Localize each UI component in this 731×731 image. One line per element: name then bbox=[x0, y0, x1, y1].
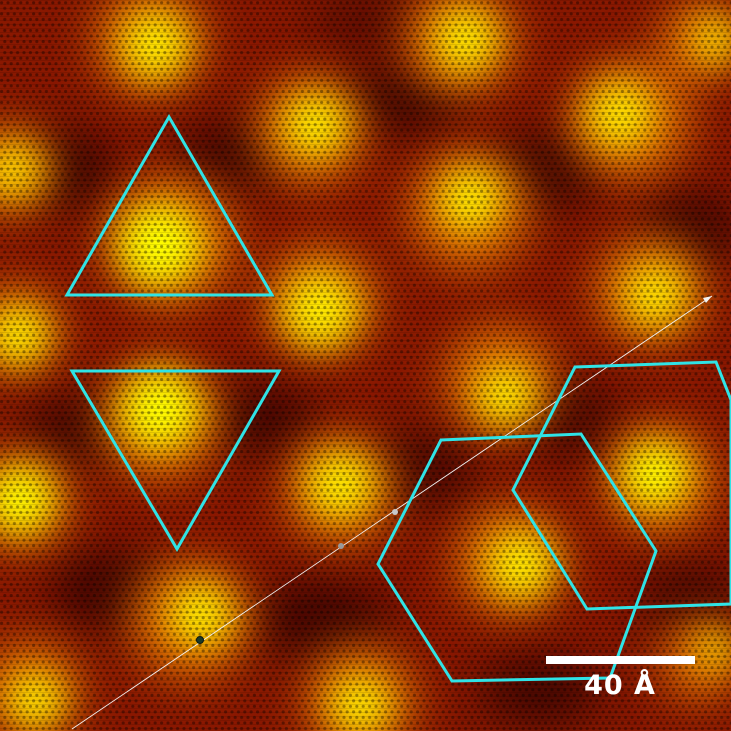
line-profile bbox=[71, 295, 713, 730]
upward-triangle-outline bbox=[64, 113, 275, 297]
line-profile-arrowhead bbox=[703, 296, 712, 303]
scale-bar-line bbox=[546, 656, 695, 664]
overlay-shapes bbox=[64, 113, 731, 683]
line-profile-path bbox=[71, 295, 713, 730]
hexagon-outline-left bbox=[376, 432, 658, 683]
line-profile-marker bbox=[196, 636, 204, 644]
scale-bar-label: 40 Å bbox=[584, 669, 656, 701]
line-profile-marker bbox=[392, 509, 398, 515]
downward-triangle-outline bbox=[69, 369, 282, 552]
line-profile-marker bbox=[338, 543, 344, 549]
hexagon-outline-right bbox=[511, 360, 731, 611]
scale-bar: 40 Å bbox=[546, 656, 695, 701]
